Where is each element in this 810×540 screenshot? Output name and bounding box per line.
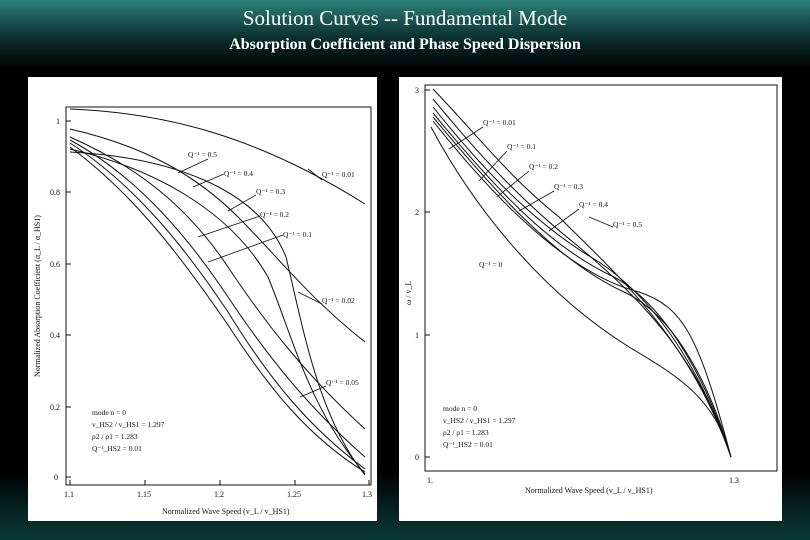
slide-title: Solution Curves -- Fundamental Mode — [242, 6, 568, 30]
absorption-coefficient-plot: 0 0.2 0.4 0.6 0.8 1 1.1 1.15 1.2 1.25 1.… — [28, 77, 377, 521]
curve-q-0.2 — [69, 142, 366, 470]
y-axis-title: ω / v_L — [404, 281, 413, 305]
absorption-chart-svg: 0 0.2 0.4 0.6 0.8 1 1.1 1.15 1.2 1.25 1.… — [33, 106, 372, 516]
label-q-0: Q⁻¹ = 0 — [479, 260, 503, 269]
x-tick-label: 1.25 — [287, 490, 301, 499]
svg-text:1.3: 1.3 — [729, 476, 739, 485]
curve-q-0 — [430, 126, 732, 458]
x-ticks: 1. 1.3 — [427, 476, 739, 485]
curve-q-0.3 — [432, 112, 732, 458]
label-q-0.05: Q⁻¹ = 0.05 — [326, 378, 359, 387]
curve-q-0.4 — [69, 148, 366, 475]
label-q-0.5: Q⁻¹ = 0.5 — [613, 220, 642, 229]
svg-text:mode n = 0: mode n = 0 — [92, 408, 126, 417]
y-tick-label: 0.2 — [50, 403, 60, 412]
svg-text:ρ2 / ρ1 = 1.283: ρ2 / ρ1 = 1.283 — [443, 428, 489, 437]
curve-q-0.1 — [69, 139, 366, 458]
curve-q-0.1 — [432, 98, 732, 458]
curve-q-0.3 — [69, 146, 366, 473]
y-axis-title: Normalized Absorption Coefficient (α_L /… — [33, 215, 42, 377]
slide-subtitle: Absorption Coefficient and Phase Speed D… — [229, 36, 581, 53]
y-tick-label: 0 — [54, 473, 58, 482]
curve-q-0.01 — [69, 108, 366, 205]
svg-text:mode n = 0: mode n = 0 — [443, 404, 477, 413]
svg-text:v_HS2 / v_HS1 = 1.297: v_HS2 / v_HS1 = 1.297 — [443, 416, 516, 425]
label-q-0.1: Q⁻¹ = 0.1 — [507, 142, 536, 151]
curve-q-0.4 — [432, 116, 732, 458]
x-tick-label: 1.1 — [64, 490, 74, 499]
parameter-annotation: mode n = 0 v_HS2 / v_HS1 = 1.297 ρ2 / ρ1… — [92, 408, 165, 453]
x-tick-label: 1.15 — [137, 490, 151, 499]
svg-text:1.: 1. — [427, 476, 433, 485]
phase-speed-dispersion-plot: 0 1 2 3 1. 1.3 Normalized Wave Speed (v_… — [399, 77, 782, 521]
curve-q-0.2 — [432, 106, 732, 458]
svg-text:Q⁻¹_HS2 = 0.01: Q⁻¹_HS2 = 0.01 — [443, 440, 493, 449]
label-q-0.2: Q⁻¹ = 0.2 — [529, 162, 558, 171]
label-q-0.4: Q⁻¹ = 0.4 — [224, 169, 253, 178]
label-q-0.3: Q⁻¹ = 0.3 — [256, 187, 285, 196]
parameter-annotation: mode n = 0 v_HS2 / v_HS1 = 1.297 ρ2 / ρ1… — [443, 404, 516, 449]
y-tick-label: 1 — [56, 117, 60, 126]
svg-text:1: 1 — [415, 331, 419, 340]
y-tick-label: 0.8 — [50, 188, 60, 197]
curve-q-0.5 — [69, 151, 366, 476]
label-q-0.1: Q⁻¹ = 0.1 — [283, 230, 312, 239]
curve-q-0.05 — [69, 136, 366, 430]
dispersion-chart-svg: 0 1 2 3 1. 1.3 Normalized Wave Speed (v_… — [404, 84, 778, 495]
x-tick-label: 1.2 — [214, 490, 224, 499]
curve-q-0.5 — [432, 120, 732, 458]
y-tick-label: 0.4 — [50, 331, 60, 340]
svg-text:2: 2 — [415, 208, 419, 217]
y-ticks: 0 0.2 0.4 0.6 0.8 1 — [50, 117, 71, 482]
x-ticks: 1.1 1.15 1.2 1.25 1.3 — [64, 480, 372, 499]
y-tick-label: 0.6 — [50, 260, 60, 269]
label-q-0.3: Q⁻¹ = 0.3 — [554, 182, 583, 191]
label-q-0.02: Q⁻¹ = 0.02 — [322, 296, 355, 305]
x-axis-title: Normalized Wave Speed (v_L / v_HS1) — [162, 507, 290, 516]
label-q-0.01: Q⁻¹ = 0.01 — [322, 170, 355, 179]
label-q-0.4: Q⁻¹ = 0.4 — [579, 200, 608, 209]
svg-text:v_HS2 / v_HS1 = 1.297: v_HS2 / v_HS1 = 1.297 — [92, 420, 165, 429]
svg-text:ρ2 / ρ1 = 1.283: ρ2 / ρ1 = 1.283 — [92, 432, 138, 441]
svg-text:3: 3 — [415, 86, 419, 95]
plot-frame — [424, 84, 778, 472]
curve-q-0.02 — [69, 128, 366, 343]
plot-frame — [65, 106, 372, 486]
x-axis-title: Normalized Wave Speed (v_L / v_HS1) — [525, 486, 653, 495]
x-tick-label: 1.3 — [362, 490, 372, 499]
curve-q-0.01 — [432, 88, 732, 458]
label-q-0.01: Q⁻¹ = 0.01 — [483, 118, 516, 127]
y-ticks: 0 1 2 3 — [415, 86, 430, 462]
label-q-0.5: Q⁻¹ = 0.5 — [188, 150, 217, 159]
label-q-0.2: Q⁻¹ = 0.2 — [260, 210, 289, 219]
svg-text:0: 0 — [415, 453, 419, 462]
svg-text:Q⁻¹_HS2 = 0.01: Q⁻¹_HS2 = 0.01 — [92, 444, 142, 453]
